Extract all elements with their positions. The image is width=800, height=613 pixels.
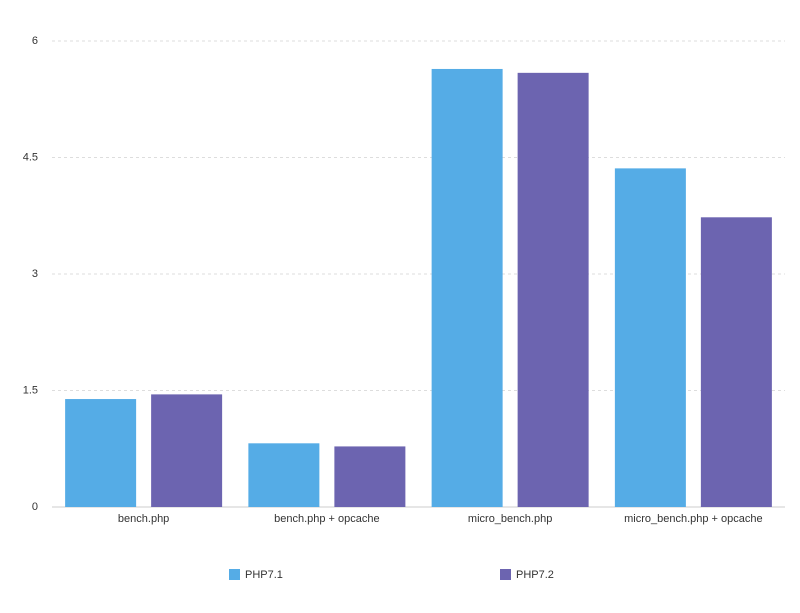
bar — [151, 394, 223, 507]
bar — [431, 68, 503, 508]
legend-swatch — [229, 569, 240, 580]
bar — [614, 168, 686, 507]
y-tick-label: 1.5 — [23, 384, 38, 396]
bar — [65, 399, 137, 507]
x-tick-label: bench.php — [118, 513, 169, 525]
y-tick-label: 3 — [32, 268, 38, 280]
y-tick-label: 0 — [32, 501, 38, 513]
y-tick-label: 6 — [32, 35, 38, 47]
bar — [517, 72, 589, 508]
legend-label: PHP7.2 — [516, 569, 554, 581]
legend-swatch — [500, 569, 511, 580]
bar — [248, 443, 320, 507]
x-tick-label: bench.php + opcache — [274, 513, 380, 525]
x-tick-label: micro_bench.php — [468, 513, 552, 525]
x-tick-label: micro_bench.php + opcache — [624, 513, 763, 525]
legend-label: PHP7.1 — [245, 569, 283, 581]
bar — [334, 446, 406, 507]
y-tick-label: 4.5 — [23, 151, 38, 163]
bar — [700, 217, 772, 507]
